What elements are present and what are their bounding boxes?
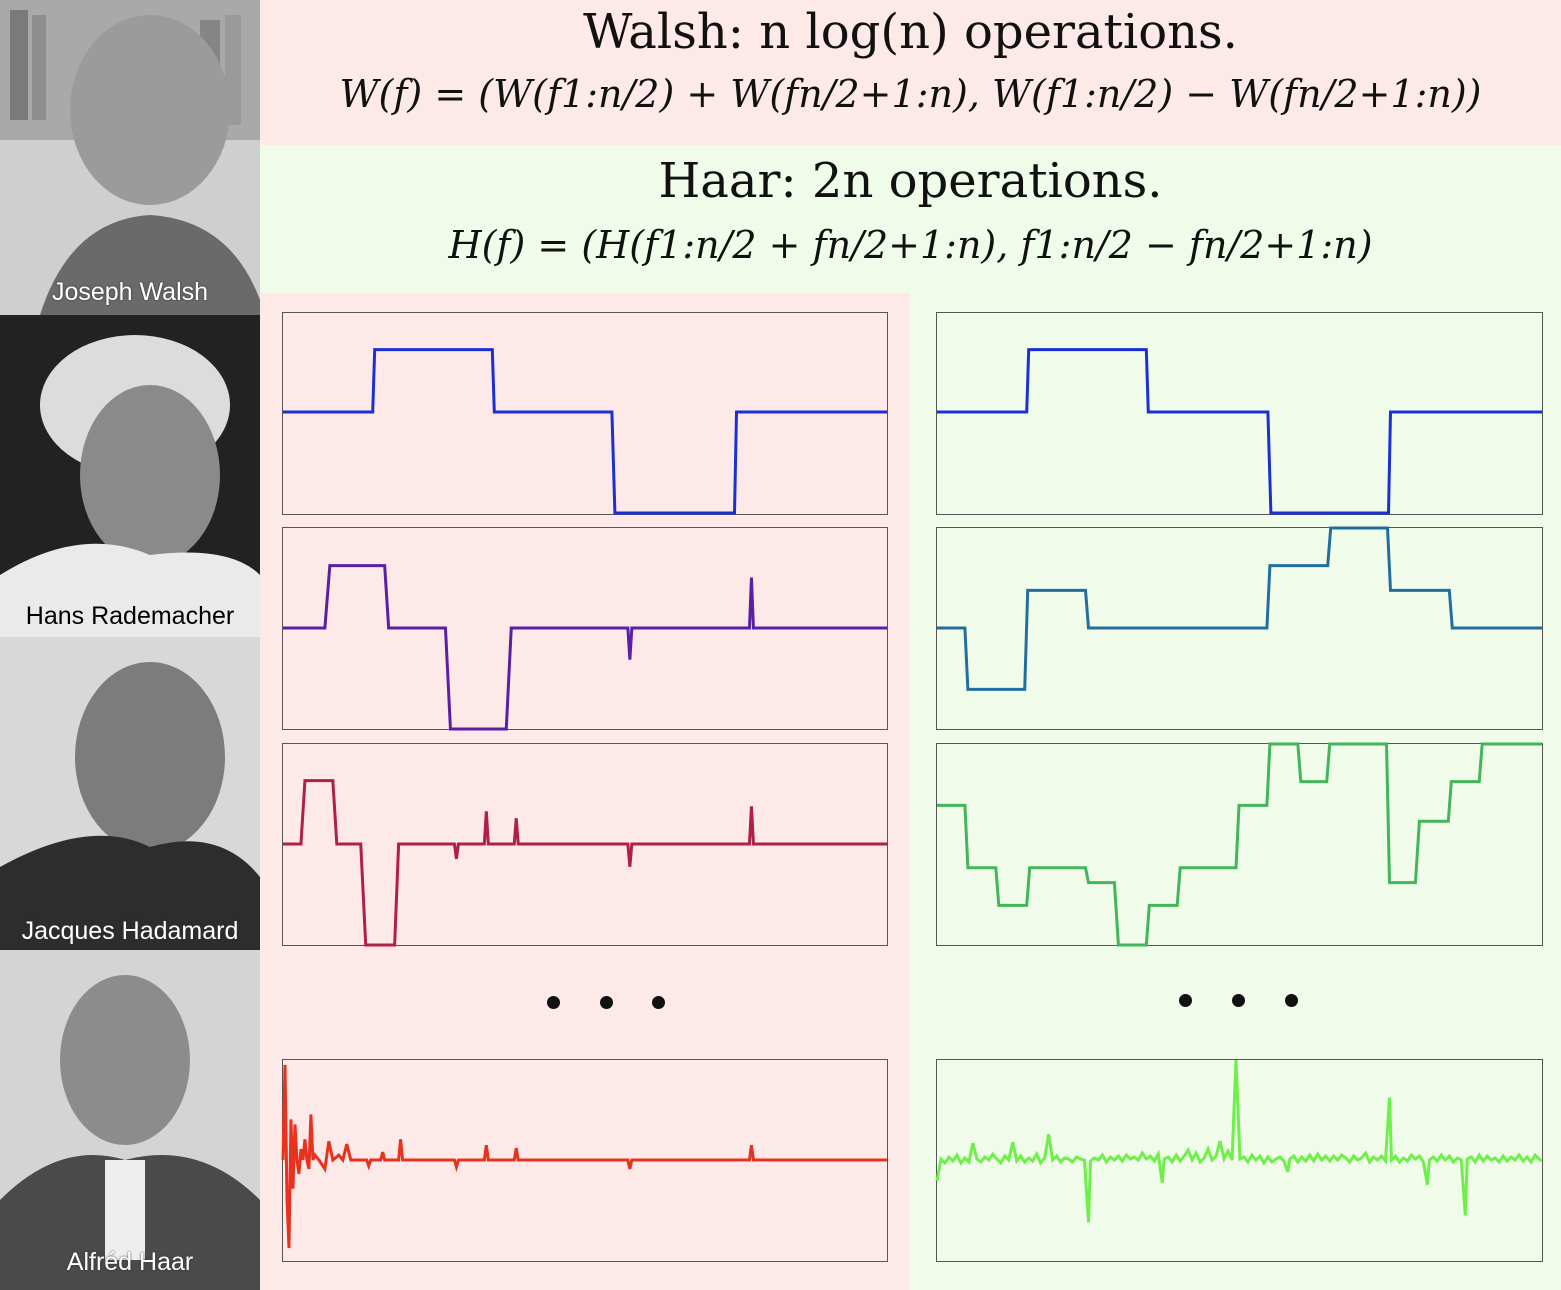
walsh-plot-3 — [282, 743, 888, 947]
ellipsis-dot — [1232, 994, 1245, 1007]
ellipsis-dot — [652, 996, 665, 1009]
walsh-plot-1-curve — [283, 348, 887, 515]
haar-header: Haar: 2n operations. H(f) = (H(f1:n/2 + … — [260, 145, 1561, 293]
walsh-formula: W(f) = (W(f1:n/2) + W(fn/2+1:n), W(f1:n/… — [339, 72, 1482, 116]
ellipsis-dot — [547, 996, 560, 1009]
walsh-header: Walsh: n log(n) operations. W(f) = (W(f1… — [260, 0, 1561, 145]
portrait-image — [0, 950, 260, 1290]
haar-plot-1-curve — [937, 348, 1542, 515]
haar-plot-n — [935, 1059, 1543, 1262]
portrait-name: Alfréd Haar — [66, 1248, 194, 1276]
walsh-plots-panel — [260, 293, 910, 1290]
ellipsis-dot — [600, 996, 613, 1009]
portrait-name: Joseph Walsh — [51, 278, 209, 306]
haar-formula: H(f) = (H(f1:n/2 + fn/2+1:n), f1:n/2 − f… — [448, 223, 1373, 267]
portrait-name: Jacques Hadamard — [21, 917, 239, 945]
haar-plots-panel — [910, 293, 1561, 1290]
ellipsis-dot — [1179, 994, 1192, 1007]
walsh-plot-3-curve — [283, 779, 887, 947]
portrait-jacques-hadamard: Jacques Hadamard — [0, 637, 260, 950]
walsh-plot-1 — [282, 312, 888, 515]
haar-plot-2-curve — [937, 526, 1542, 691]
walsh-plot-n — [281, 1059, 888, 1262]
portrait-image — [0, 315, 260, 637]
haar-plot-2 — [936, 526, 1543, 730]
portrait-hans-rademacher: Hans Rademacher — [0, 315, 260, 637]
haar-title: Haar: 2n operations. — [658, 153, 1163, 209]
haar-plot-1 — [936, 312, 1543, 515]
haar-plot-3 — [936, 742, 1543, 947]
walsh-plot-2 — [282, 527, 888, 731]
walsh-plot-2-curve — [283, 564, 887, 731]
walsh-plot-n-curve — [281, 1064, 887, 1249]
ellipsis-dot — [1285, 994, 1298, 1007]
portrait-name: Hans Rademacher — [25, 602, 235, 630]
portrait-alfred-haar: Alfréd Haar — [0, 950, 260, 1290]
walsh-title: Walsh: n log(n) operations. — [583, 4, 1238, 60]
haar-plot-n-curve — [935, 1059, 1543, 1223]
portrait-joseph-walsh: Joseph Walsh — [0, 0, 260, 315]
portrait-image — [0, 637, 260, 950]
haar-plot-3-curve — [937, 742, 1542, 947]
portrait-image — [0, 0, 260, 315]
